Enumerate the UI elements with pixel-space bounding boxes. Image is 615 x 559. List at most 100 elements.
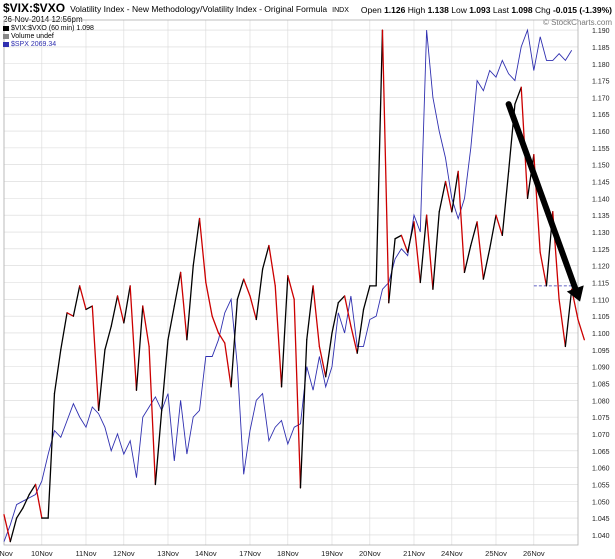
y-tick-label: 1.085 (592, 381, 610, 388)
vix-vxo-segment (72, 285, 81, 317)
vix-vxo-segment (381, 29, 390, 304)
vix-vxo-segment (161, 339, 169, 412)
vix-vxo-segment (85, 305, 93, 311)
open-label: Open (360, 5, 382, 15)
vix-vxo-segment (356, 308, 365, 354)
symbol-description: Volatility Index - New Methodology/Volat… (70, 4, 328, 14)
vix-vxo-segment (526, 153, 535, 200)
x-tick-label: 13Nov (157, 549, 179, 558)
legend-spx: $SPX 2069.34 (3, 41, 94, 49)
legend-main-label: $VIX:$VXO (60 min) 1.098 (11, 25, 94, 32)
vix-vxo-segment (425, 214, 434, 290)
vix-vxo-segment (9, 517, 18, 543)
vix-vxo-segment (501, 170, 510, 237)
x-tick-label: 19Nov (321, 549, 343, 558)
legend-main: $VIX:$VXO (60 min) 1.098 (3, 25, 94, 33)
vix-vxo-segment (470, 221, 478, 247)
y-tick-label: 1.145 (592, 180, 610, 187)
vix-vxo-segment (47, 392, 56, 519)
y-tick-label: 1.140 (592, 196, 610, 203)
ohlc-readout: Open 1.126 High 1.138 Low 1.093 Last 1.0… (361, 5, 612, 15)
y-tick-label: 1.095 (592, 348, 610, 355)
y-tick-label: 1.045 (592, 516, 610, 523)
y-tick-label: 1.170 (592, 95, 610, 102)
legend-spx-label: $SPX 2069.34 (11, 41, 57, 48)
x-tick-label: 10Nov (31, 549, 53, 558)
date-label: 26-Nov-2014 12:56pm (3, 15, 83, 24)
y-tick-label: 1.165 (592, 112, 610, 119)
y-tick-label: 1.120 (592, 264, 610, 271)
low-label: Low (451, 5, 467, 15)
vix-vxo-segment (261, 244, 270, 270)
vix-vxo-segment (15, 507, 24, 519)
y-tick-label: 1.135 (592, 213, 610, 220)
vix-vxo-segment (28, 483, 37, 496)
vix-vxo-segment (148, 345, 157, 486)
vix-vxo-segment (325, 332, 333, 378)
vix-vxo-segment (463, 244, 472, 274)
vix-vxo-segment (135, 305, 144, 391)
vix-vxo-segment (432, 211, 440, 290)
vix-vxo-segment (274, 285, 283, 388)
watermark: © StockCharts.com (542, 18, 612, 27)
y-tick-label: 1.115 (592, 281, 609, 288)
y-tick-label: 1.100 (592, 331, 610, 338)
y-tick-label: 1.185 (592, 45, 610, 52)
vix-vxo-segment (299, 339, 308, 489)
vix-vxo-segment (312, 285, 321, 348)
vix-vxo-segment (306, 285, 314, 341)
vix-vxo-segment (116, 295, 125, 324)
x-tick-label: 21Nov (403, 549, 425, 558)
vix-vxo-segment (419, 214, 428, 284)
x-tick-label: 14Nov (195, 549, 217, 558)
x-tick-label: 20Nov (359, 549, 381, 558)
y-tick-label: 1.190 (592, 28, 610, 35)
vix-vxo-segment (400, 234, 409, 253)
open-value: 1.126 (384, 5, 406, 15)
vix-vxo-segment (34, 483, 43, 519)
vix-vxo-segment (91, 305, 100, 412)
vix-vxo-segment (198, 217, 207, 284)
y-tick-label: 1.110 (592, 297, 609, 304)
vix-vxo-segment (318, 345, 327, 378)
x-tick-label: 24Nov (441, 549, 463, 558)
vix-vxo-segment (154, 409, 163, 486)
vix-vxo-segment (104, 325, 112, 351)
vix-vxo-segment (192, 217, 201, 267)
vix-vxo-segment (66, 312, 75, 317)
exchange-label: INDX (332, 7, 349, 14)
vix-vxo-segment (451, 170, 459, 213)
vix-vxo-segment (186, 265, 194, 341)
y-tick-label: 1.070 (592, 432, 610, 439)
chg-value: -0.015 (-1.39%) (552, 5, 612, 15)
vix-vxo-segment (230, 298, 239, 388)
vix-vxo-segment (375, 29, 384, 287)
vix-vxo-segment (123, 285, 131, 324)
chg-label: Chg (534, 5, 551, 15)
vix-vxo-segment (293, 298, 302, 489)
plot-frame (3, 19, 579, 546)
vix-vxo-segment (97, 349, 106, 412)
vix-vxo-segment (350, 325, 358, 354)
vix-vxo-segment (564, 288, 573, 348)
vix-vxo-segment (268, 244, 276, 287)
chart-header: $VIX:$VXO Volatility Index - New Methodo… (3, 1, 612, 24)
vix-vxo-segment (577, 318, 585, 341)
vix-vxo-segment (558, 298, 567, 348)
vix-vxo-segment (343, 295, 352, 327)
vix-vxo-segment (287, 275, 295, 300)
vix-vxo-segment (3, 514, 11, 543)
y-tick-label: 1.175 (592, 79, 610, 86)
last-value: 1.098 (511, 5, 533, 15)
y-tick-label: 1.125 (592, 247, 610, 254)
y-tick-label: 1.105 (592, 314, 610, 321)
vix-vxo-segment (444, 180, 453, 213)
x-tick-label: 7Nov (0, 549, 13, 558)
x-tick-label: 26Nov (523, 549, 545, 558)
y-tick-label: 1.075 (592, 415, 610, 422)
vix-vxo-segment (179, 271, 188, 341)
title-row: $VIX:$VXO Volatility Index - New Methodo… (3, 1, 612, 15)
vix-vxo-segment (255, 268, 264, 321)
vix-vxo-segment (539, 251, 548, 287)
